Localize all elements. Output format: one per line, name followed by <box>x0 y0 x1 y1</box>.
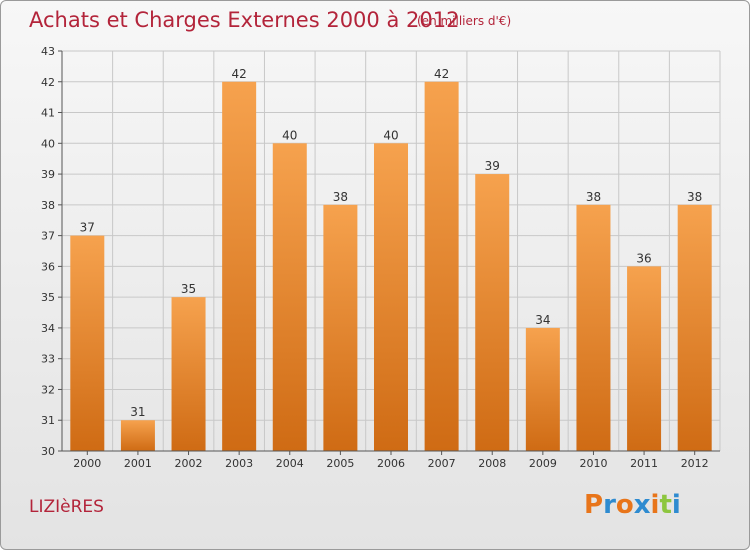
y-tick-label: 42 <box>41 76 55 89</box>
y-tick-label: 36 <box>41 260 55 273</box>
bar-value-label: 34 <box>535 313 550 327</box>
logo-letter: o <box>615 490 634 520</box>
bar-value-label: 38 <box>586 190 601 204</box>
x-tick-label: 2007 <box>428 457 456 470</box>
y-tick-label: 39 <box>41 168 55 181</box>
bar-value-label: 35 <box>181 282 196 296</box>
bar-value-label: 42 <box>232 67 247 81</box>
x-tick-label: 2002 <box>175 457 203 470</box>
y-tick-label: 30 <box>41 445 55 458</box>
bar-2002[interactable] <box>171 297 206 451</box>
bar-value-label: 40 <box>282 128 297 142</box>
bar-value-label: 38 <box>333 190 348 204</box>
y-tick-label: 41 <box>41 107 55 120</box>
x-tick-label: 2010 <box>579 457 607 470</box>
logo-letter: P <box>584 490 604 520</box>
y-tick-label: 32 <box>41 383 55 396</box>
chart-title: Achats et Charges Externes 2000 à 2012 <box>29 8 460 32</box>
logo-letter: i <box>650 490 660 520</box>
bar-layer <box>70 81 712 452</box>
bar-value-label: 31 <box>130 405 145 419</box>
x-tick-label: 2009 <box>529 457 557 470</box>
logo-letter: t <box>659 490 672 520</box>
bar-2010[interactable] <box>576 204 611 451</box>
x-tick-label: 2004 <box>276 457 304 470</box>
bar-value-label: 39 <box>485 159 500 173</box>
bar-value-label: 42 <box>434 67 449 81</box>
axis-layer: 30 31 32 33 34 35 36 37 38 39 40 41 42 43 37 2000 31 2001… <box>41 45 720 470</box>
bar-2005[interactable] <box>323 204 358 451</box>
y-tick-label: 35 <box>41 291 55 304</box>
logo-letter: i <box>671 490 681 520</box>
bar-2007[interactable] <box>424 81 459 452</box>
bar-2009[interactable] <box>525 327 560 451</box>
logo-letter: r <box>603 490 616 520</box>
y-tick-label: 31 <box>41 414 55 427</box>
x-tick-label: 2001 <box>124 457 152 470</box>
y-tick-label: 34 <box>41 322 55 335</box>
y-tick-label: 33 <box>41 353 55 366</box>
bar-2000[interactable] <box>70 235 105 451</box>
bar-value-label: 36 <box>636 251 651 265</box>
x-tick-label: 2008 <box>478 457 506 470</box>
bar-2008[interactable] <box>475 174 510 452</box>
x-tick-label: 2003 <box>225 457 253 470</box>
y-tick-label: 40 <box>41 137 55 150</box>
proxiti-logo[interactable]: Proxiti <box>584 490 681 520</box>
place-name: LIZIèRES <box>29 497 104 517</box>
logo-letter: x <box>633 490 651 520</box>
chart-unit: (en milliers d'€) <box>417 14 512 28</box>
x-tick-label: 2006 <box>377 457 405 470</box>
x-tick-label: 2011 <box>630 457 658 470</box>
bar-2004[interactable] <box>272 143 307 452</box>
y-tick-label: 37 <box>41 230 55 243</box>
bar-value-label: 37 <box>80 221 95 235</box>
bar-value-label: 40 <box>383 128 398 142</box>
bar-2012[interactable] <box>677 204 712 451</box>
y-tick-label: 43 <box>41 45 55 58</box>
bar-2011[interactable] <box>627 266 662 451</box>
x-tick-label: 2012 <box>681 457 709 470</box>
bar-value-label: 38 <box>687 190 702 204</box>
bar-2006[interactable] <box>374 143 408 452</box>
y-tick-label: 38 <box>41 199 55 212</box>
x-tick-label: 2000 <box>73 457 101 470</box>
x-tick-label: 2005 <box>326 457 354 470</box>
bar-2003[interactable] <box>222 81 257 452</box>
bar-2001[interactable] <box>120 420 155 451</box>
